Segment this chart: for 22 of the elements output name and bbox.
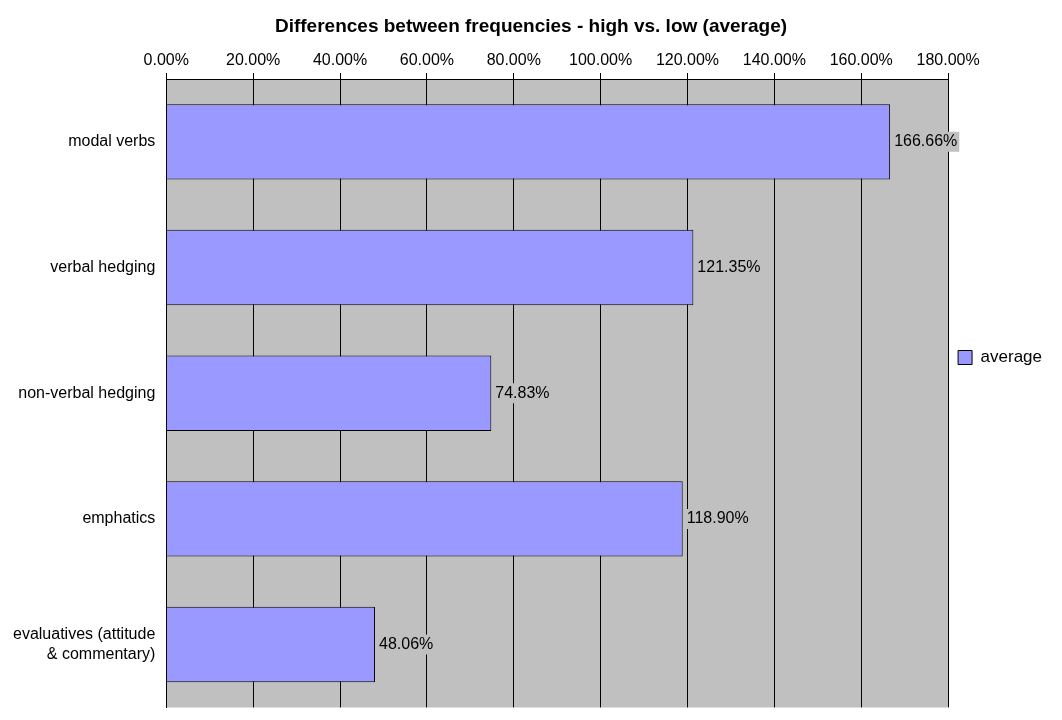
x-tick-label: 180.00% — [916, 50, 980, 68]
data-label: 118.90% — [686, 509, 749, 527]
data-label: 121.35% — [697, 257, 761, 275]
x-tick-label: 120.00% — [655, 50, 720, 68]
y-tick-label: emphatics — [82, 509, 156, 527]
legend-label: average — [980, 347, 1042, 367]
x-tick-label: 20.00% — [226, 50, 281, 68]
y-tick-label: evaluatives (attitude & commentary) — [12, 625, 156, 662]
x-tick-label: 40.00% — [312, 50, 368, 68]
data-label: 48.06% — [379, 634, 434, 652]
x-tick-label: 80.00% — [486, 50, 541, 68]
data-label: 166.66% — [894, 132, 958, 150]
y-tick-label: modal verbs — [68, 132, 156, 150]
x-tick-label: 140.00% — [742, 50, 806, 68]
y-tick-label: verbal hedging — [50, 257, 156, 275]
x-tick-label: 60.00% — [399, 50, 455, 68]
x-tick-label: 100.00% — [569, 50, 633, 68]
x-tick-label: 0.00% — [143, 50, 189, 68]
chart-title: Differences between frequencies - high vs. low (average) — [274, 14, 788, 36]
data-label: 74.83% — [495, 383, 550, 401]
x-tick-label: 160.00% — [829, 50, 893, 68]
y-tick-label: non-verbal hedging — [18, 383, 156, 401]
